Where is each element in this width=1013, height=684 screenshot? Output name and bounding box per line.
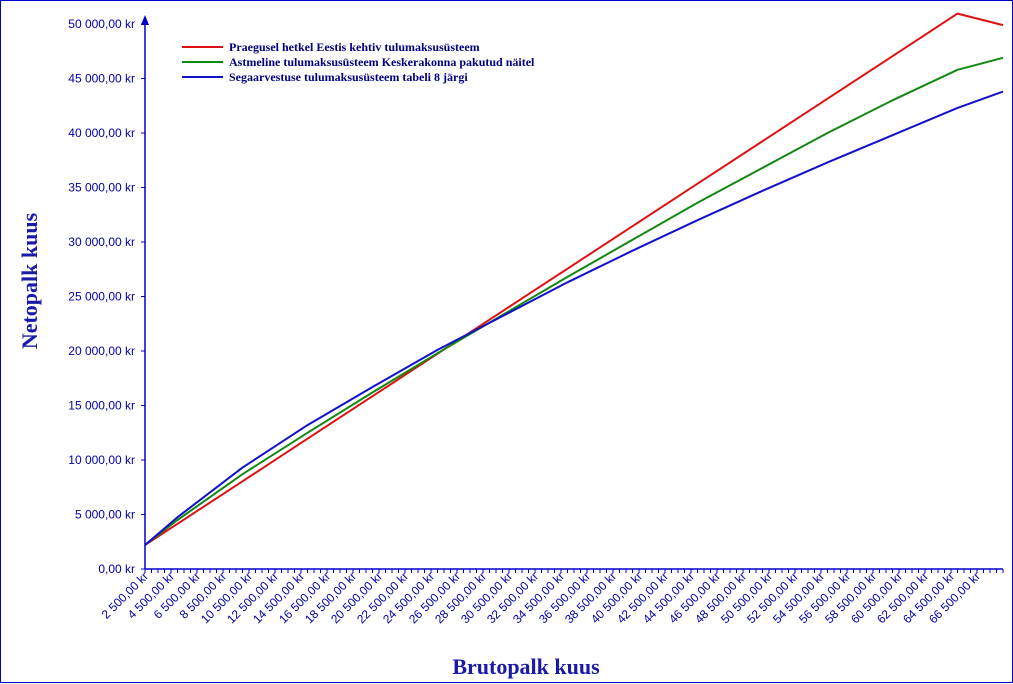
legend: Praegusel hetkel Eestis kehtiv tulumaksu…: [182, 40, 535, 84]
y-tick-label: 40 000,00 kr: [68, 126, 135, 140]
y-tick-label: 15 000,00 kr: [68, 399, 135, 413]
axes: [141, 15, 1003, 570]
y-tick-label: 30 000,00 kr: [68, 235, 135, 249]
y-tick-label: 45 000,00 kr: [68, 72, 135, 86]
y-tick-label: 5 000,00 kr: [75, 508, 135, 522]
series-line-3: [144, 90, 1004, 546]
y-tick-label: 0,00 kr: [98, 562, 135, 576]
x-axis-ticks: 2 500,00 kr4 500,00 kr6 500,00 kr8 500,0…: [99, 569, 1004, 626]
y-tick-label: 20 000,00 kr: [68, 344, 135, 358]
y-axis-ticks: 0,00 kr 5 000,00 kr 10 000,00 kr 15 000,00 …: [68, 17, 145, 576]
series-layer: [144, 12, 1004, 546]
y-axis-title: Netopalk kuus: [17, 212, 42, 349]
legend-label-2: Astmeline tulumaksusüsteem Keskerakonna …: [229, 55, 535, 69]
y-axis-arrow: [141, 15, 149, 25]
y-tick-label: 25 000,00 kr: [68, 290, 135, 304]
series-line-2: [144, 56, 1004, 546]
legend-label-1: Praegusel hetkel Eestis kehtiv tulumaksu…: [229, 40, 480, 54]
y-tick-label: 50 000,00 kr: [68, 17, 135, 31]
series-line-1: [144, 12, 1004, 546]
y-tick-label: 10 000,00 kr: [68, 453, 135, 467]
x-axis-title: Brutopalk kuus: [452, 654, 600, 679]
legend-label-3: Segaarvestuse tulumaksusüsteem tabeli 8 …: [229, 70, 468, 84]
y-tick-label: 35 000,00 kr: [68, 181, 135, 195]
